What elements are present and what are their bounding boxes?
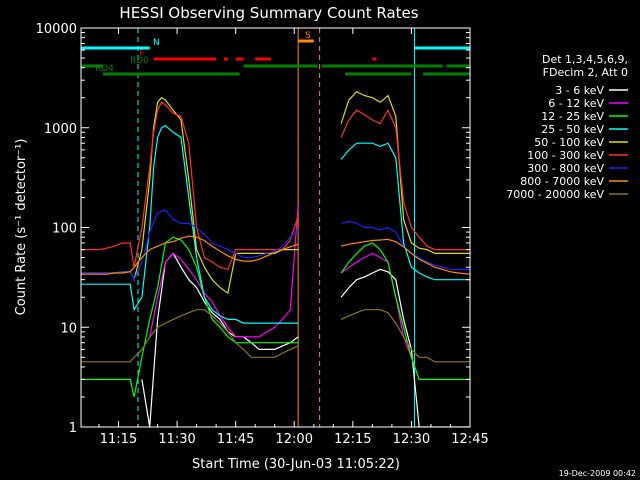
timestamp: 19-Dec-2009 00:42 — [559, 469, 636, 478]
series-line-3-6-kev — [141, 252, 470, 427]
state-bar-f-4 — [372, 57, 377, 61]
x-tick-label: 12:30 — [393, 432, 430, 447]
legend-label-100-300-kev: 100 - 300 keV — [527, 149, 604, 162]
state-label-n: N — [153, 38, 160, 48]
state-bar-f-0 — [153, 57, 217, 61]
legend-label-3-6-kev: 3 - 6 keV — [555, 84, 604, 97]
series-line-6-12-kev — [149, 204, 420, 380]
series-line-100-300-kev — [81, 101, 470, 271]
legend-label-6-12-kev: 6 - 12 keV — [548, 97, 604, 110]
state-bar-rd4-2 — [423, 72, 470, 76]
state-bar-f-1 — [223, 57, 228, 61]
x-tick-label: 12:00 — [276, 432, 313, 447]
state-bar-rd0-1 — [243, 64, 318, 68]
x-tick-label: 11:15 — [100, 432, 137, 447]
y-tick-label: 1 — [69, 421, 77, 436]
state-bar-f-3 — [255, 57, 271, 61]
state-label-s: S — [305, 31, 311, 41]
series-line-25-50-kev — [81, 124, 470, 324]
series-line-12-25-kev — [81, 236, 470, 398]
plot-area: NF S RD0 RD4 — [80, 28, 471, 427]
state-label-rd0: RD0 — [130, 56, 149, 66]
state-label-f: F — [139, 49, 144, 59]
y-axis: 1 10 100 1000 10000 — [36, 22, 470, 436]
y-tick-label: 1000 — [44, 122, 77, 137]
series-line-50-100-kev — [81, 90, 470, 295]
legend-header-line: FDecim 2, Att 0 — [543, 66, 628, 79]
state-bar-rd0-2 — [321, 64, 443, 68]
series-line-7000-20000-kev — [81, 309, 470, 363]
y-axis-label: Count Rate (s⁻¹ detector⁻¹) — [14, 139, 29, 316]
x-axis: 11:15 11:30 11:45 12:00 12:15 12:30 12:45 — [98, 28, 489, 447]
legend-label-50-100-kev: 50 - 100 keV — [534, 136, 604, 149]
legend-label-7000-20000-kev: 7000 - 20000 keV — [506, 188, 604, 201]
state-bar-rd4-0 — [102, 72, 240, 76]
state-bar-n-1 — [414, 46, 470, 50]
y-tick-label: 10000 — [36, 22, 77, 37]
x-tick-label: 11:30 — [158, 432, 195, 447]
state-bar-rd0-0 — [81, 64, 103, 68]
x-tick-label: 12:15 — [334, 432, 371, 447]
x-tick-label: 11:45 — [217, 432, 254, 447]
x-tick-label: 12:45 — [451, 432, 488, 447]
legend-header-line: Det 1,3,4,5,6,9, — [542, 53, 628, 66]
state-bar-f-2 — [235, 57, 244, 61]
y-tick-label: 100 — [52, 222, 77, 237]
x-axis-label: Start Time (30-Jun-03 11:05:22) — [192, 457, 400, 472]
state-bar-rd4-1 — [345, 72, 412, 76]
series-line-300-800-kev — [81, 209, 470, 282]
state-bar-rd0-3 — [446, 64, 470, 68]
legend-label-25-50-kev: 25 - 50 keV — [541, 123, 604, 136]
legend-label-300-800-kev: 300 - 800 keV — [527, 162, 604, 175]
state-bar-n-0 — [81, 46, 150, 50]
series-line-800-7000-kev — [81, 235, 470, 275]
state-bar-s-0 — [298, 39, 314, 43]
legend: Det 1,3,4,5,6,9,FDecim 2, Att 0 3 - 6 keV… — [506, 53, 628, 201]
state-label-rd4: RD4 — [95, 64, 114, 74]
legend-label-800-7000-kev: 800 - 7000 keV — [520, 175, 604, 188]
chart-title: HESSI Observing Summary Count Rates — [119, 4, 418, 22]
legend-label-12-25-kev: 12 - 25 keV — [541, 110, 604, 123]
y-tick-label: 10 — [60, 321, 77, 336]
